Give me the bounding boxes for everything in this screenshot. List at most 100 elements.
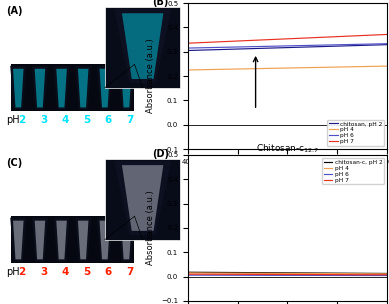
pH 4 xyxy=(307,66,312,69)
chitosan-c, pH 2 xyxy=(303,271,308,275)
pH 4 xyxy=(304,272,309,275)
pH 6 xyxy=(354,43,358,46)
Polygon shape xyxy=(114,161,172,235)
chitosan, pH 2 xyxy=(304,45,309,49)
pH 4 xyxy=(186,68,191,72)
pH 4 xyxy=(366,65,371,68)
Title: Chitosan-c$_{12.7}$: Chitosan-c$_{12.7}$ xyxy=(256,142,319,155)
chitosan, pH 2 xyxy=(186,49,190,52)
pH 6 xyxy=(366,274,371,277)
pH 6 xyxy=(186,46,191,50)
Polygon shape xyxy=(35,69,45,107)
pH 6 xyxy=(186,273,190,277)
Polygon shape xyxy=(75,218,91,261)
chitosan, pH 2 xyxy=(385,43,389,47)
pH 4 xyxy=(354,272,358,275)
pH 4 xyxy=(303,272,308,275)
Text: 5: 5 xyxy=(83,116,90,126)
pH 7 xyxy=(303,273,308,276)
pH 6 xyxy=(307,274,312,277)
pH 6 xyxy=(186,46,190,50)
Text: 2: 2 xyxy=(18,116,26,126)
FancyBboxPatch shape xyxy=(11,64,134,111)
Polygon shape xyxy=(13,69,24,107)
Text: 7: 7 xyxy=(126,116,134,126)
Text: 4: 4 xyxy=(61,268,69,277)
Polygon shape xyxy=(56,69,67,107)
Text: 6: 6 xyxy=(105,268,112,277)
pH 4 xyxy=(385,64,389,68)
Polygon shape xyxy=(53,66,70,110)
Text: pH: pH xyxy=(6,268,19,277)
X-axis label: Wavelength (nm): Wavelength (nm) xyxy=(251,170,324,179)
chitosan-c, pH 2 xyxy=(385,272,389,275)
Line: pH 4: pH 4 xyxy=(188,66,387,70)
Polygon shape xyxy=(121,221,132,259)
pH 7 xyxy=(186,41,191,45)
Line: pH 7: pH 7 xyxy=(188,34,387,43)
pH 6 xyxy=(366,42,371,46)
chitosan, pH 2 xyxy=(186,49,191,52)
Text: 4: 4 xyxy=(61,116,69,126)
pH 7 xyxy=(186,272,191,276)
Line: chitosan, pH 2: chitosan, pH 2 xyxy=(188,45,387,50)
chitosan-c, pH 2 xyxy=(186,271,190,274)
pH 6 xyxy=(303,274,308,277)
pH 7 xyxy=(307,36,312,40)
pH 7 xyxy=(304,36,309,40)
Polygon shape xyxy=(78,221,88,259)
pH 4 xyxy=(186,68,190,72)
pH 6 xyxy=(303,44,308,47)
Polygon shape xyxy=(10,66,26,110)
Text: (D): (D) xyxy=(152,149,169,159)
Text: 3: 3 xyxy=(40,116,47,126)
pH 7 xyxy=(385,33,389,36)
pH 4 xyxy=(304,66,309,70)
chitosan-c, pH 2 xyxy=(366,271,371,275)
Polygon shape xyxy=(122,165,163,231)
chitosan, pH 2 xyxy=(354,44,358,47)
Polygon shape xyxy=(53,218,70,261)
pH 6 xyxy=(304,44,309,47)
Polygon shape xyxy=(122,13,163,79)
pH 7 xyxy=(186,272,190,276)
Text: (A): (A) xyxy=(6,6,22,16)
pH 6 xyxy=(186,273,191,277)
Line: pH 7: pH 7 xyxy=(188,274,387,275)
chitosan, pH 2 xyxy=(303,45,308,49)
Polygon shape xyxy=(32,66,48,110)
pH 4 xyxy=(186,271,191,275)
Text: 3: 3 xyxy=(40,268,47,277)
Polygon shape xyxy=(78,69,88,107)
Polygon shape xyxy=(97,218,113,261)
pH 4 xyxy=(366,272,371,276)
Polygon shape xyxy=(114,9,172,83)
pH 4 xyxy=(385,272,389,276)
pH 7 xyxy=(354,34,358,38)
Text: 6: 6 xyxy=(105,116,112,126)
Text: 5: 5 xyxy=(83,268,90,277)
pH 7 xyxy=(354,273,358,277)
chitosan-c, pH 2 xyxy=(304,271,309,275)
Line: chitosan-c, pH 2: chitosan-c, pH 2 xyxy=(188,272,387,274)
FancyBboxPatch shape xyxy=(11,216,134,263)
Legend: chitosan, pH 2, pH 4, pH 6, pH 7: chitosan, pH 2, pH 4, pH 6, pH 7 xyxy=(327,120,384,146)
pH 7 xyxy=(366,273,371,277)
Polygon shape xyxy=(56,221,67,259)
Polygon shape xyxy=(35,221,45,259)
Legend: chitosan-c, pH 2, pH 4, pH 6, pH 7: chitosan-c, pH 2, pH 4, pH 6, pH 7 xyxy=(322,158,384,184)
pH 7 xyxy=(303,36,308,40)
pH 6 xyxy=(307,43,312,47)
chitosan, pH 2 xyxy=(307,45,312,49)
FancyBboxPatch shape xyxy=(105,7,180,88)
chitosan-c, pH 2 xyxy=(186,271,191,274)
Polygon shape xyxy=(121,69,132,107)
pH 7 xyxy=(307,273,312,276)
Polygon shape xyxy=(32,218,48,261)
pH 4 xyxy=(186,271,190,275)
Line: pH 4: pH 4 xyxy=(188,273,387,274)
Polygon shape xyxy=(75,66,91,110)
Line: pH 6: pH 6 xyxy=(188,44,387,48)
pH 4 xyxy=(307,272,312,275)
Text: (B): (B) xyxy=(152,0,168,7)
